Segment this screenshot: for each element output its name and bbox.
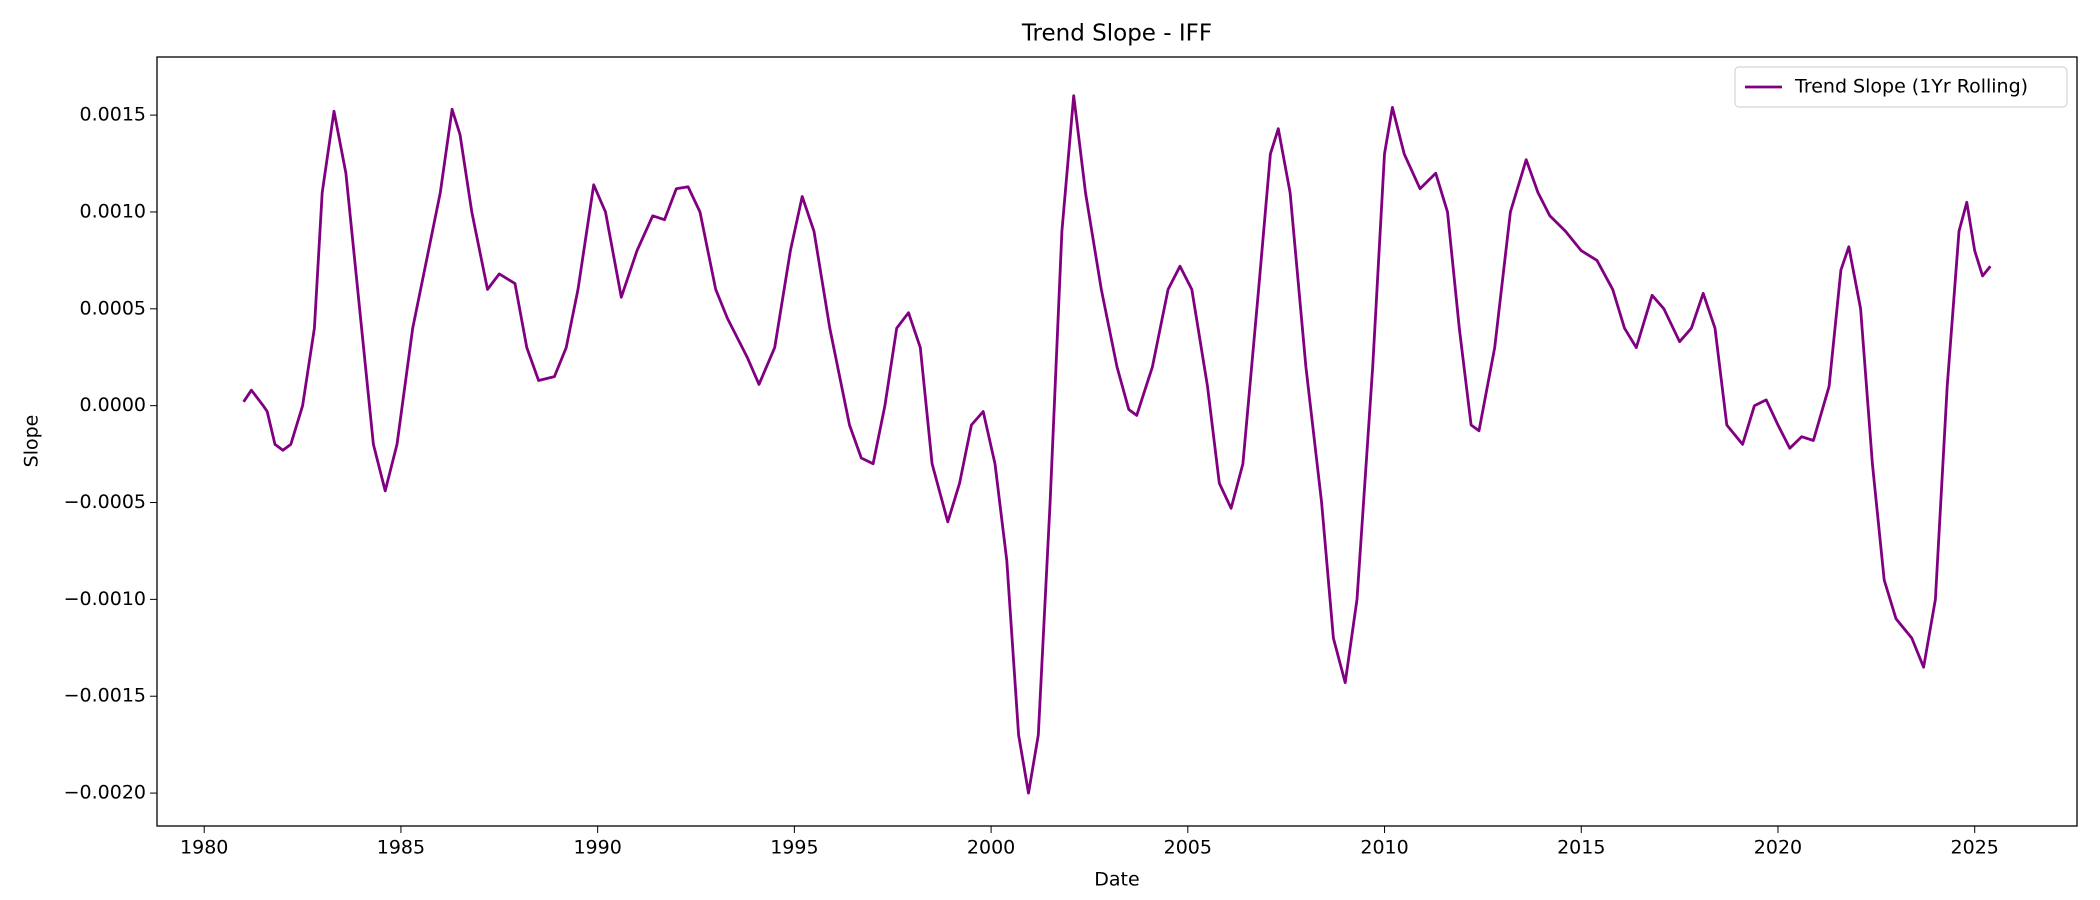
x-tick-label: 1980	[180, 837, 228, 859]
x-tick-label: 2015	[1557, 837, 1605, 859]
y-tick-label: 0.0000	[80, 394, 146, 416]
x-tick-label: 1995	[770, 837, 818, 859]
y-tick-label: 0.0010	[80, 200, 146, 222]
y-tick-label: −0.0020	[64, 782, 146, 804]
y-tick-label: 0.0015	[80, 104, 146, 126]
legend-box	[1734, 66, 2068, 108]
chart-title: Trend Slope - IFF	[1021, 21, 1212, 47]
x-axis-label: Date	[1094, 869, 1139, 891]
x-tick-label: 2025	[1951, 837, 1999, 859]
y-tick-label: 0.0005	[80, 297, 146, 319]
x-tick-label: 2005	[1164, 837, 1212, 859]
x-tick-label: 2020	[1754, 837, 1802, 859]
x-tick-label: 1985	[377, 837, 425, 859]
x-tick-label: 1990	[573, 837, 621, 859]
y-tick-label: −0.0015	[64, 685, 146, 707]
y-tick-label: −0.0005	[64, 491, 146, 513]
legend-label: Trend Slope (1Yr Rolling)	[1794, 76, 2028, 98]
line-series	[242, 94, 1992, 795]
x-tick-label: 2010	[1360, 837, 1408, 859]
y-axis-label: Slope	[21, 415, 43, 468]
x-tick-label: 2000	[967, 837, 1015, 859]
y-tick-label: −0.0010	[64, 588, 146, 610]
plot-frame	[156, 56, 2078, 827]
legend: Trend Slope (1Yr Rolling)	[1734, 66, 2068, 108]
